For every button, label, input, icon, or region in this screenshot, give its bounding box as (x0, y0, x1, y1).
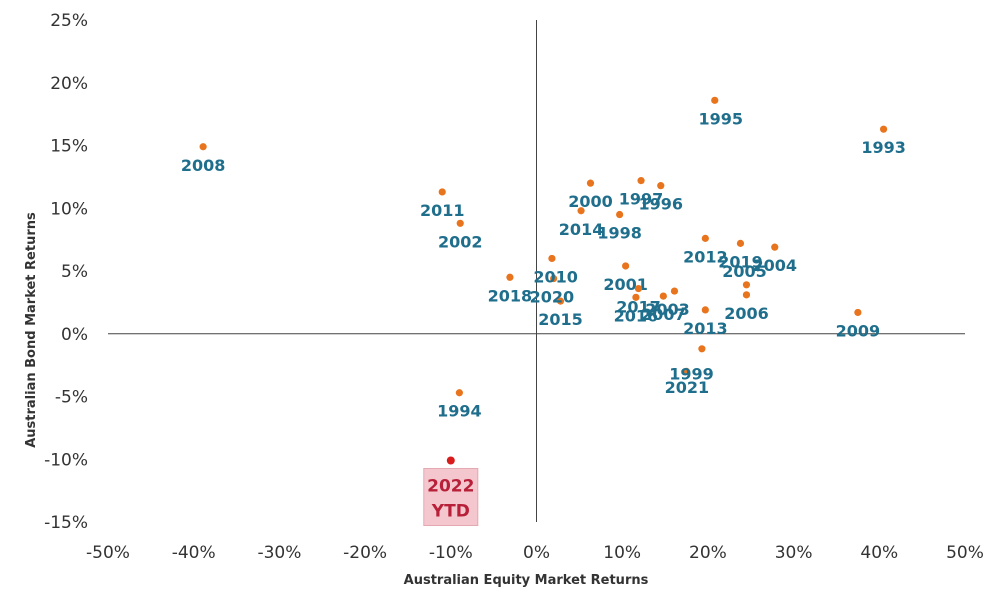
y-tick-label: -15% (44, 513, 88, 533)
x-tick-label: -50% (86, 543, 130, 563)
x-tick-label: -20% (343, 543, 387, 563)
point-2021 (698, 345, 706, 353)
point-1994 (455, 389, 463, 397)
y-tick-label: 5% (61, 262, 88, 282)
point-2015 (556, 297, 565, 305)
y-tick-label: 20% (50, 74, 88, 94)
point-label-2015: 2015 (538, 310, 583, 329)
point-label-2003: 2003 (645, 300, 690, 319)
point-label-2005: 2005 (722, 262, 767, 281)
axis-ticks: -50% -40% -30% -20% -10% 0% 10% 20% 30% 40% 50% 25%… (44, 11, 984, 563)
highlight-label-year: 2022 (427, 477, 474, 497)
axes (108, 20, 965, 522)
point-2008 (199, 143, 207, 151)
point-label-1993: 1993 (861, 138, 906, 157)
point-2000 (586, 179, 595, 187)
y-tick-label: 0% (61, 325, 88, 345)
point-1995 (711, 96, 719, 104)
point-2013 (701, 306, 709, 314)
point-label-2001: 2001 (603, 275, 648, 294)
x-tick-label: -10% (429, 543, 473, 563)
y-tick-label: 25% (50, 11, 88, 31)
point-1997 (637, 177, 645, 185)
point-2003 (670, 287, 679, 295)
point-label-2012: 2012 (683, 247, 728, 266)
y-tick-label: -5% (55, 388, 88, 408)
point-label-1998: 1998 (597, 224, 642, 243)
x-tick-label: 20% (689, 543, 727, 563)
x-tick-label: 50% (946, 543, 984, 563)
point-2006 (742, 291, 751, 299)
point-label-2018: 2018 (488, 286, 533, 305)
x-tick-label: -40% (172, 543, 216, 563)
x-tick-label: 40% (860, 543, 898, 563)
point-label-1996: 1996 (638, 195, 683, 214)
point-2001 (622, 262, 630, 270)
y-tick-label: 15% (50, 137, 88, 157)
point-2014 (577, 207, 585, 215)
point-label-2013: 2013 (683, 319, 728, 338)
point-label-2019: 2019 (718, 252, 763, 271)
point-label-2006: 2006 (724, 304, 769, 323)
point-label-2004: 2004 (752, 256, 797, 275)
point-2017 (634, 284, 643, 293)
x-tick-label: -30% (257, 543, 301, 563)
point-label-1995: 1995 (698, 109, 743, 128)
point-2016 (632, 293, 640, 301)
point-label-2020: 2020 (530, 287, 575, 306)
point-1998 (616, 210, 624, 219)
point-2005 (742, 281, 751, 289)
x-axis-title: Australian Equity Market Returns (404, 573, 649, 588)
point-2004 (771, 243, 779, 251)
point-1999 (682, 367, 691, 375)
point-label-2007: 2007 (641, 305, 686, 324)
y-tick-label: -10% (44, 450, 88, 470)
point-2002 (456, 219, 464, 227)
x-tick-label: 10% (603, 543, 641, 563)
point-label-2016: 2016 (614, 306, 659, 325)
highlight-label-ytd: YTD (431, 502, 470, 522)
point-1993 (879, 125, 888, 133)
point-2018 (506, 273, 514, 281)
point-label-1999: 1999 (669, 364, 714, 383)
point-2011 (438, 188, 446, 196)
point-label-1994: 1994 (437, 402, 482, 421)
point-2019 (736, 239, 745, 247)
point-2007 (659, 292, 667, 300)
point-2010 (550, 274, 558, 283)
point-1996 (657, 182, 665, 190)
highlight-point (446, 456, 455, 465)
point-label-2021: 2021 (665, 378, 710, 397)
y-axis-title: Australian Bond Market Returns (24, 212, 39, 448)
point-label-2002: 2002 (438, 232, 483, 251)
point-label-2010: 2010 (533, 268, 578, 287)
y-tick-label: 10% (50, 199, 88, 219)
point-2012 (701, 234, 709, 242)
point-label-2008: 2008 (181, 156, 226, 175)
point-2009 (854, 308, 862, 317)
x-tick-label: 30% (775, 543, 813, 563)
point-label-2011: 2011 (420, 201, 465, 220)
point-label-2009: 2009 (836, 321, 881, 340)
point-label-2014: 2014 (559, 220, 604, 239)
point-2020 (548, 254, 556, 263)
highlight-box (423, 468, 479, 527)
point-label-1997: 1997 (619, 190, 664, 209)
point-label-2017: 2017 (616, 298, 661, 317)
point-label-2000: 2000 (568, 192, 613, 211)
x-tick-label: 0% (523, 543, 550, 563)
